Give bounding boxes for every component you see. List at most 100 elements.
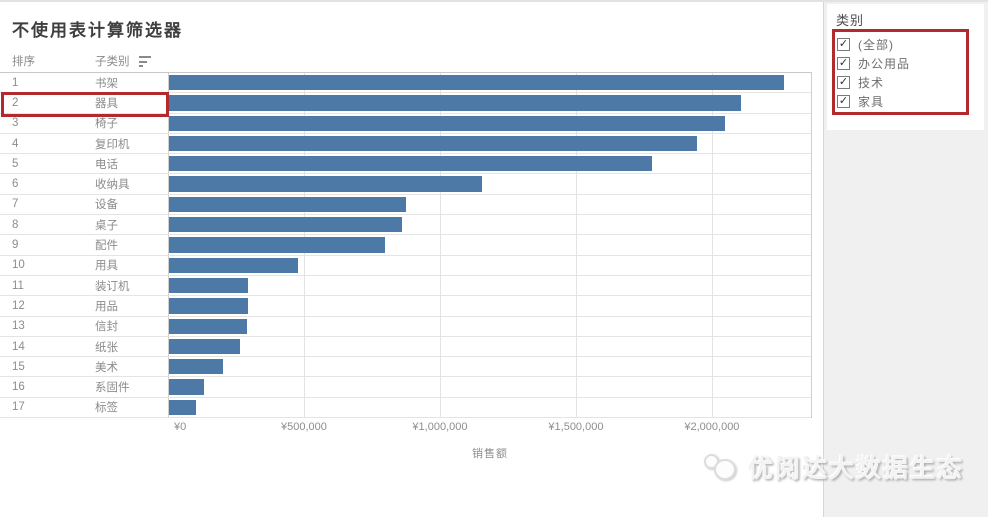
filter-item-label[interactable]: 技术 bbox=[858, 76, 885, 90]
bar-track bbox=[168, 357, 811, 377]
table-row: 9 配件 bbox=[0, 235, 811, 256]
table-row: 12 用品 bbox=[0, 296, 811, 317]
sales-bar[interactable] bbox=[169, 115, 726, 131]
rank-cell[interactable]: 5 bbox=[12, 157, 19, 170]
sales-bar[interactable] bbox=[169, 277, 249, 294]
table-row: 8 桌子 bbox=[0, 215, 811, 236]
rank-cell[interactable]: 16 bbox=[12, 381, 25, 394]
subcategory-cell[interactable]: 器具 bbox=[95, 97, 118, 110]
subcategory-cell[interactable]: 收纳具 bbox=[95, 179, 130, 192]
chart-area: 不使用表计算筛选器 排序 子类别 1 书架 2 器具 3 椅子 4 复印机 5 电话 6 收纳具 7 设备… bbox=[0, 2, 823, 517]
subcategory-cell[interactable]: 用品 bbox=[95, 300, 118, 313]
rank-cell[interactable]: 9 bbox=[12, 239, 19, 252]
sales-bar[interactable] bbox=[169, 257, 299, 273]
table-row: 13 信封 bbox=[0, 316, 811, 337]
x-axis: ¥0 ¥500,000 ¥1,000,000 ¥1,500,000 ¥2,000,000 bbox=[0, 419, 812, 435]
subcategory-cell[interactable]: 桌子 bbox=[95, 219, 118, 232]
checkbox-icon[interactable]: ✓ bbox=[837, 76, 850, 89]
filter-item: ✓ 办公用品 bbox=[837, 54, 976, 73]
filter-item-label[interactable]: (全部) bbox=[858, 38, 894, 52]
rank-cell[interactable]: 2 bbox=[12, 96, 19, 109]
bar-track bbox=[168, 154, 811, 174]
bar-track bbox=[168, 174, 811, 194]
rank-cell[interactable]: 3 bbox=[12, 117, 19, 130]
sales-bar[interactable] bbox=[169, 298, 248, 314]
sales-bar[interactable] bbox=[169, 237, 386, 253]
sales-bar[interactable] bbox=[169, 217, 403, 233]
table-row: 17 标签 bbox=[0, 397, 811, 419]
subcategory-cell[interactable]: 电话 bbox=[95, 158, 118, 171]
sales-bar[interactable] bbox=[169, 95, 742, 111]
filter-title: 类别 bbox=[836, 13, 865, 28]
checkbox-icon[interactable]: ✓ bbox=[837, 95, 850, 108]
subcategory-cell[interactable]: 复印机 bbox=[95, 138, 130, 151]
column-header-rank[interactable]: 排序 bbox=[12, 56, 35, 68]
subcategory-cell[interactable]: 设备 bbox=[95, 199, 118, 212]
sales-bar[interactable] bbox=[169, 399, 196, 416]
subcategory-cell[interactable]: 美术 bbox=[95, 361, 118, 374]
bar-track bbox=[168, 275, 811, 296]
filter-item: ✓ (全部) bbox=[837, 35, 976, 54]
sales-bar[interactable] bbox=[169, 176, 482, 192]
rank-cell[interactable]: 13 bbox=[12, 320, 25, 333]
table-row: 4 复印机 bbox=[0, 133, 811, 155]
sales-bar[interactable] bbox=[169, 75, 784, 91]
checkbox-icon[interactable]: ✓ bbox=[837, 57, 850, 70]
subcategory-cell[interactable]: 系固件 bbox=[95, 382, 130, 395]
rank-cell[interactable]: 6 bbox=[12, 178, 19, 191]
filter-item-label[interactable]: 家具 bbox=[858, 95, 885, 109]
rank-cell[interactable]: 4 bbox=[12, 137, 19, 150]
rank-cell[interactable]: 10 bbox=[12, 259, 25, 272]
subcategory-cell[interactable]: 用具 bbox=[95, 260, 118, 273]
sales-bar[interactable] bbox=[169, 379, 205, 395]
bar-track bbox=[168, 255, 811, 275]
bar-chart: 1 书架 2 器具 3 椅子 4 复印机 5 电话 6 收纳具 7 设备 8 桌子 9 配件 10 用具 11 装订机 12… bbox=[0, 72, 812, 419]
table-row: 3 椅子 bbox=[0, 113, 811, 134]
rank-cell[interactable]: 14 bbox=[12, 340, 25, 353]
bar-track bbox=[168, 377, 811, 397]
subcategory-cell[interactable]: 书架 bbox=[95, 77, 118, 90]
table-row: 1 书架 bbox=[0, 73, 811, 94]
sales-bar[interactable] bbox=[169, 318, 247, 334]
subcategory-cell[interactable]: 装订机 bbox=[95, 280, 130, 293]
filter-panel: 类别 ✓ (全部) ✓ 办公用品 ✓ 技术 ✓ 家具 bbox=[823, 2, 988, 517]
rank-cell[interactable]: 7 bbox=[12, 198, 19, 211]
subcategory-cell[interactable]: 配件 bbox=[95, 240, 118, 253]
table-row: 2 器具 bbox=[0, 93, 811, 114]
bar-track bbox=[168, 316, 811, 336]
table-row: 7 设备 bbox=[0, 194, 811, 216]
rank-cell[interactable]: 11 bbox=[12, 279, 24, 292]
bar-track bbox=[168, 133, 811, 154]
column-header-subcategory[interactable]: 子类别 bbox=[95, 56, 130, 68]
chart-rows: 1 书架 2 器具 3 椅子 4 复印机 5 电话 6 收纳具 7 设备 8 桌子 9 配件 10 用具 11 装订机 12… bbox=[0, 73, 811, 419]
sales-bar[interactable] bbox=[169, 135, 697, 152]
subcategory-cell[interactable]: 标签 bbox=[95, 402, 118, 415]
column-headers: 排序 子类别 bbox=[0, 53, 812, 71]
filter-item-label[interactable]: 办公用品 bbox=[858, 57, 911, 71]
subcategory-cell[interactable]: 椅子 bbox=[95, 118, 118, 131]
subcategory-cell[interactable]: 信封 bbox=[95, 321, 118, 334]
rank-cell[interactable]: 15 bbox=[12, 360, 25, 373]
table-row: 14 纸张 bbox=[0, 336, 811, 358]
table-row: 10 用具 bbox=[0, 255, 811, 276]
table-row: 16 系固件 bbox=[0, 377, 811, 398]
sales-bar[interactable] bbox=[169, 196, 406, 213]
rank-cell[interactable]: 17 bbox=[12, 401, 25, 414]
bar-track bbox=[168, 296, 811, 316]
bar-track bbox=[168, 93, 811, 113]
row-highlight-box bbox=[1, 92, 169, 117]
watermark-text: 优阅达大数据生态 bbox=[748, 455, 965, 483]
sales-bar[interactable] bbox=[169, 338, 241, 355]
category-filter-card: 类别 ✓ (全部) ✓ 办公用品 ✓ 技术 ✓ 家具 bbox=[827, 4, 984, 130]
rank-cell[interactable]: 8 bbox=[12, 218, 19, 231]
sales-bar[interactable] bbox=[169, 359, 224, 375]
checkbox-icon[interactable]: ✓ bbox=[837, 38, 850, 51]
page-title: 不使用表计算筛选器 bbox=[12, 21, 183, 40]
sort-descending-icon[interactable] bbox=[139, 56, 152, 67]
sales-bar[interactable] bbox=[169, 156, 652, 172]
rank-cell[interactable]: 12 bbox=[12, 299, 25, 312]
subcategory-cell[interactable]: 纸张 bbox=[95, 341, 118, 354]
rank-cell[interactable]: 1 bbox=[12, 76, 19, 89]
bar-track bbox=[168, 194, 811, 215]
gridline bbox=[711, 73, 713, 418]
